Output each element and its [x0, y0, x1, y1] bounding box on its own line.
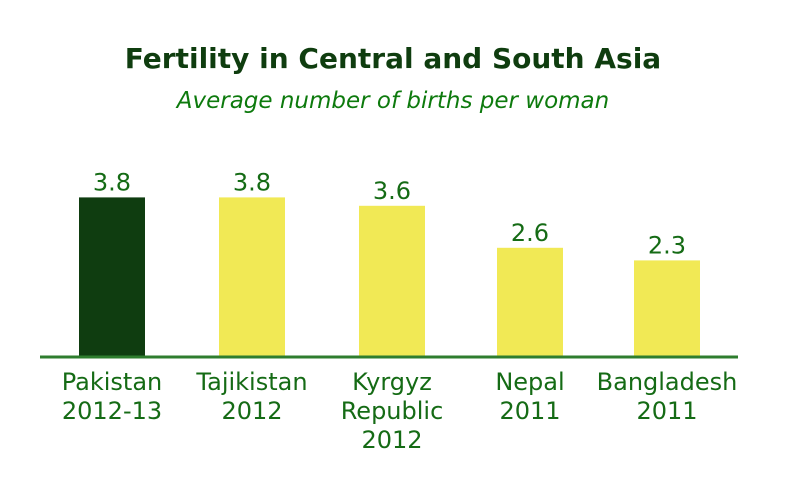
- category-label: 2012: [361, 426, 422, 454]
- chart-title: Fertility in Central and South Asia: [124, 42, 662, 75]
- value-label: 2.3: [648, 231, 686, 259]
- chart-subtitle: Average number of births per woman: [176, 88, 610, 114]
- category-label: 2012: [221, 397, 282, 425]
- bar-bangladesh: [634, 260, 700, 357]
- category-label: Tajikistan: [195, 368, 307, 396]
- category-label: 2011: [636, 397, 697, 425]
- value-label: 3.6: [373, 177, 411, 205]
- category-labels-group: Pakistan2012-13Tajikistan2012KyrgyzRepub…: [62, 368, 738, 454]
- category-label: 2011: [499, 397, 560, 425]
- category-label: 2012-13: [62, 397, 162, 425]
- category-label: Republic: [341, 397, 444, 425]
- bars-group: [79, 197, 700, 357]
- value-label: 3.8: [93, 168, 131, 196]
- bar-kyrgyz: [359, 205, 425, 357]
- category-label: Nepal: [495, 368, 564, 396]
- bar-tajikistan: [219, 197, 285, 357]
- value-label: 3.8: [233, 168, 271, 196]
- value-label: 2.6: [511, 219, 549, 247]
- value-labels-group: 3.8 3.8 3.6 2.6 2.3: [93, 168, 686, 259]
- category-label: Bangladesh: [597, 368, 738, 396]
- bar-nepal: [497, 247, 563, 357]
- bar-pakistan: [79, 197, 145, 357]
- category-label: Pakistan: [62, 368, 163, 396]
- category-label: Kyrgyz: [352, 368, 432, 396]
